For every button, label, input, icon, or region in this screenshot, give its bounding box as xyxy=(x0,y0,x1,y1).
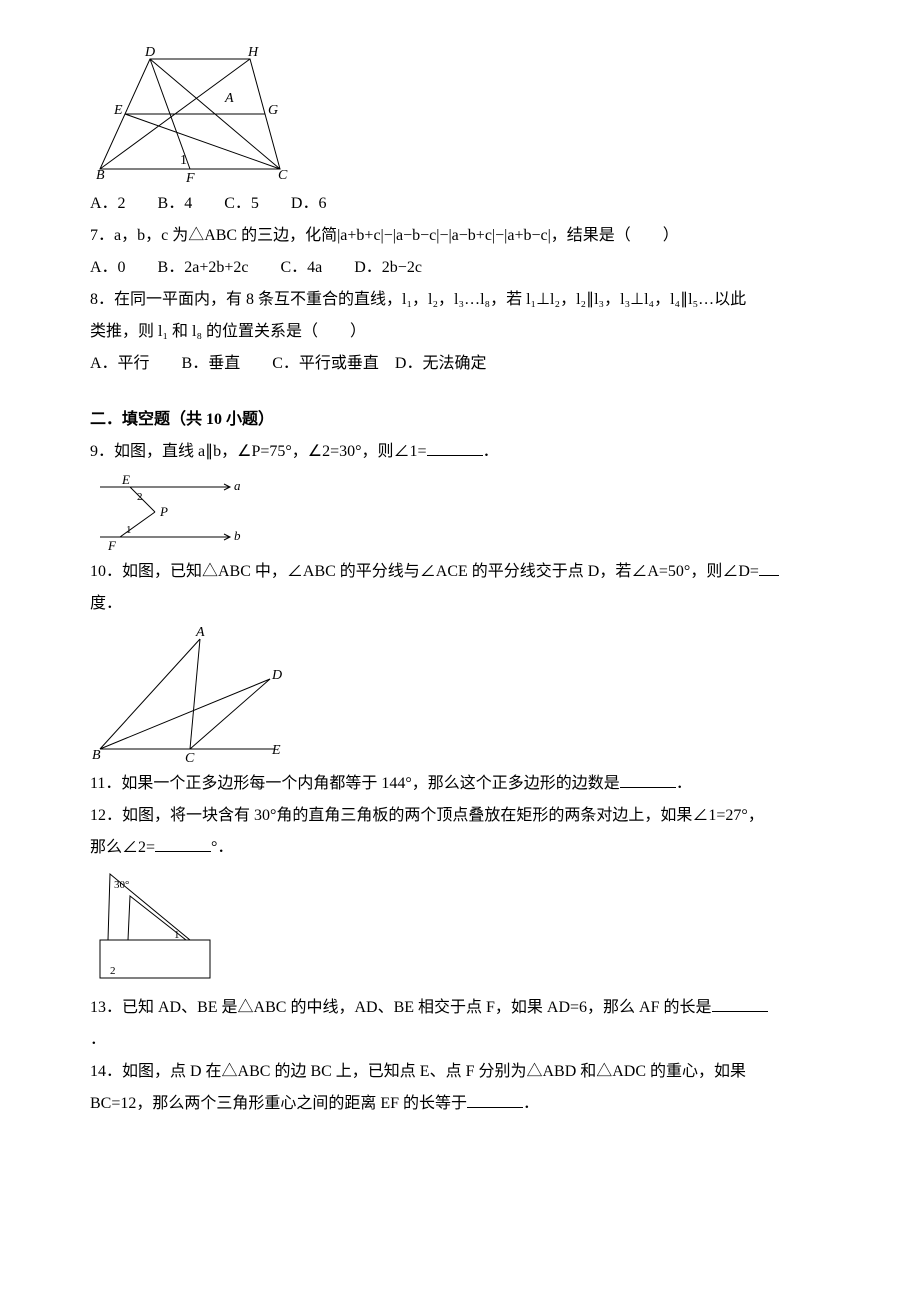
label-E: E xyxy=(113,103,123,118)
q10-blank xyxy=(759,559,779,576)
q8-line2: 类推，则 l₁ 和 l₈ 的位置关系是（ ） xyxy=(90,316,830,348)
label-E: E xyxy=(271,743,281,758)
q12-blank xyxy=(155,835,211,852)
label-B: B xyxy=(92,748,101,763)
section-2-heading: 二．填空题（共 10 小题） xyxy=(90,404,830,436)
label-E: E xyxy=(121,472,130,487)
q7-text: 7．a，b，c 为△ABC 的三边，化简|a+b+c|−|a−b−c|−|a−b… xyxy=(90,220,830,252)
label-a1: 1 xyxy=(174,929,180,941)
label-angle1: 1 xyxy=(180,153,187,168)
q13-suffix: ． xyxy=(90,1024,830,1056)
figure-q10: B C E A D xyxy=(90,624,830,764)
figure-q6: B C D H E G F A 1 xyxy=(90,44,830,184)
q13-blank xyxy=(712,995,768,1012)
label-C: C xyxy=(278,168,288,183)
q12-prefix: 那么∠2= xyxy=(90,839,155,856)
q13-text: 13．已知 AD、BE 是△ABC 的中线，AD、BE 相交于点 F，如果 AD… xyxy=(90,992,830,1024)
q12-line1: 12．如图，将一块含有 30°角的直角三角板的两个顶点叠放在矩形的两条对边上，如… xyxy=(90,800,830,832)
q9-prefix: 9．如图，直线 a∥b，∠P=75°，∠2=30°，则∠1= xyxy=(90,443,427,460)
label-D: D xyxy=(271,668,282,683)
q12-line2: 那么∠2= °． xyxy=(90,832,830,864)
label-a2: 2 xyxy=(110,965,116,977)
label-G: G xyxy=(268,103,278,118)
q14-line2: BC=12，那么两个三角形重心之间的距离 EF 的长等于 ． xyxy=(90,1088,830,1120)
label-A: A xyxy=(224,91,234,106)
label-angle1: 1 xyxy=(126,524,132,536)
q14-suffix: ． xyxy=(523,1095,539,1112)
figure-q9: E F P a b 2 1 xyxy=(90,472,830,552)
label-A: A xyxy=(195,625,205,640)
figure-q12-svg: 30° 1 2 xyxy=(90,868,220,988)
q14-prefix: BC=12，那么两个三角形重心之间的距离 EF 的长等于 xyxy=(90,1095,467,1112)
label-a: a xyxy=(234,478,241,493)
label-B: B xyxy=(96,168,105,183)
label-angle2: 2 xyxy=(137,491,143,503)
label-30deg: 30° xyxy=(114,879,129,891)
figure-q9-svg: E F P a b 2 1 xyxy=(90,472,250,552)
q10-line2: 度． xyxy=(90,588,830,620)
q10-prefix: 10．如图，已知△ABC 中，∠ABC 的平分线与∠ACE 的平分线交于点 D，… xyxy=(90,563,759,580)
q11-suffix: ． xyxy=(676,775,692,792)
figure-q10-svg: B C E A D xyxy=(90,624,290,764)
q9-suffix: ． xyxy=(483,443,499,460)
label-F: F xyxy=(107,538,117,552)
figure-q6-svg: B C D H E G F A 1 xyxy=(90,44,290,184)
q8-line1: 8．在同一平面内，有 8 条互不重合的直线，l₁，l₂，l₃…l₈，若 l₁⊥l… xyxy=(90,284,830,316)
q14-line1: 14．如图，点 D 在△ABC 的边 BC 上，已知点 E、点 F 分别为△AB… xyxy=(90,1056,830,1088)
q11-blank xyxy=(620,771,676,788)
label-P: P xyxy=(159,504,168,519)
q11-text: 11．如果一个正多边形每一个内角都等于 144°，那么这个正多边形的边数是 ． xyxy=(90,768,830,800)
figure-q12: 30° 1 2 xyxy=(90,868,830,988)
label-H: H xyxy=(247,45,259,60)
label-F: F xyxy=(185,171,195,184)
q9-blank xyxy=(427,439,483,456)
q10-line1: 10．如图，已知△ABC 中，∠ABC 的平分线与∠ACE 的平分线交于点 D，… xyxy=(90,556,830,588)
q8-options: A．平行 B．垂直 C．平行或垂直 D．无法确定 xyxy=(90,348,830,380)
label-D: D xyxy=(144,45,155,60)
q11-prefix: 11．如果一个正多边形每一个内角都等于 144°，那么这个正多边形的边数是 xyxy=(90,775,620,792)
label-C: C xyxy=(185,751,195,764)
q13-prefix: 13．已知 AD、BE 是△ABC 的中线，AD、BE 相交于点 F，如果 AD… xyxy=(90,999,712,1016)
label-b: b xyxy=(234,528,241,543)
q12-suffix: °． xyxy=(211,839,233,856)
q7-options: A．0 B．2a+2b+2c C．4a D．2b−2c xyxy=(90,252,830,284)
q9-text: 9．如图，直线 a∥b，∠P=75°，∠2=30°，则∠1= ． xyxy=(90,436,830,468)
q14-blank xyxy=(467,1091,523,1108)
q6-options: A．2 B．4 C．5 D．6 xyxy=(90,188,830,220)
